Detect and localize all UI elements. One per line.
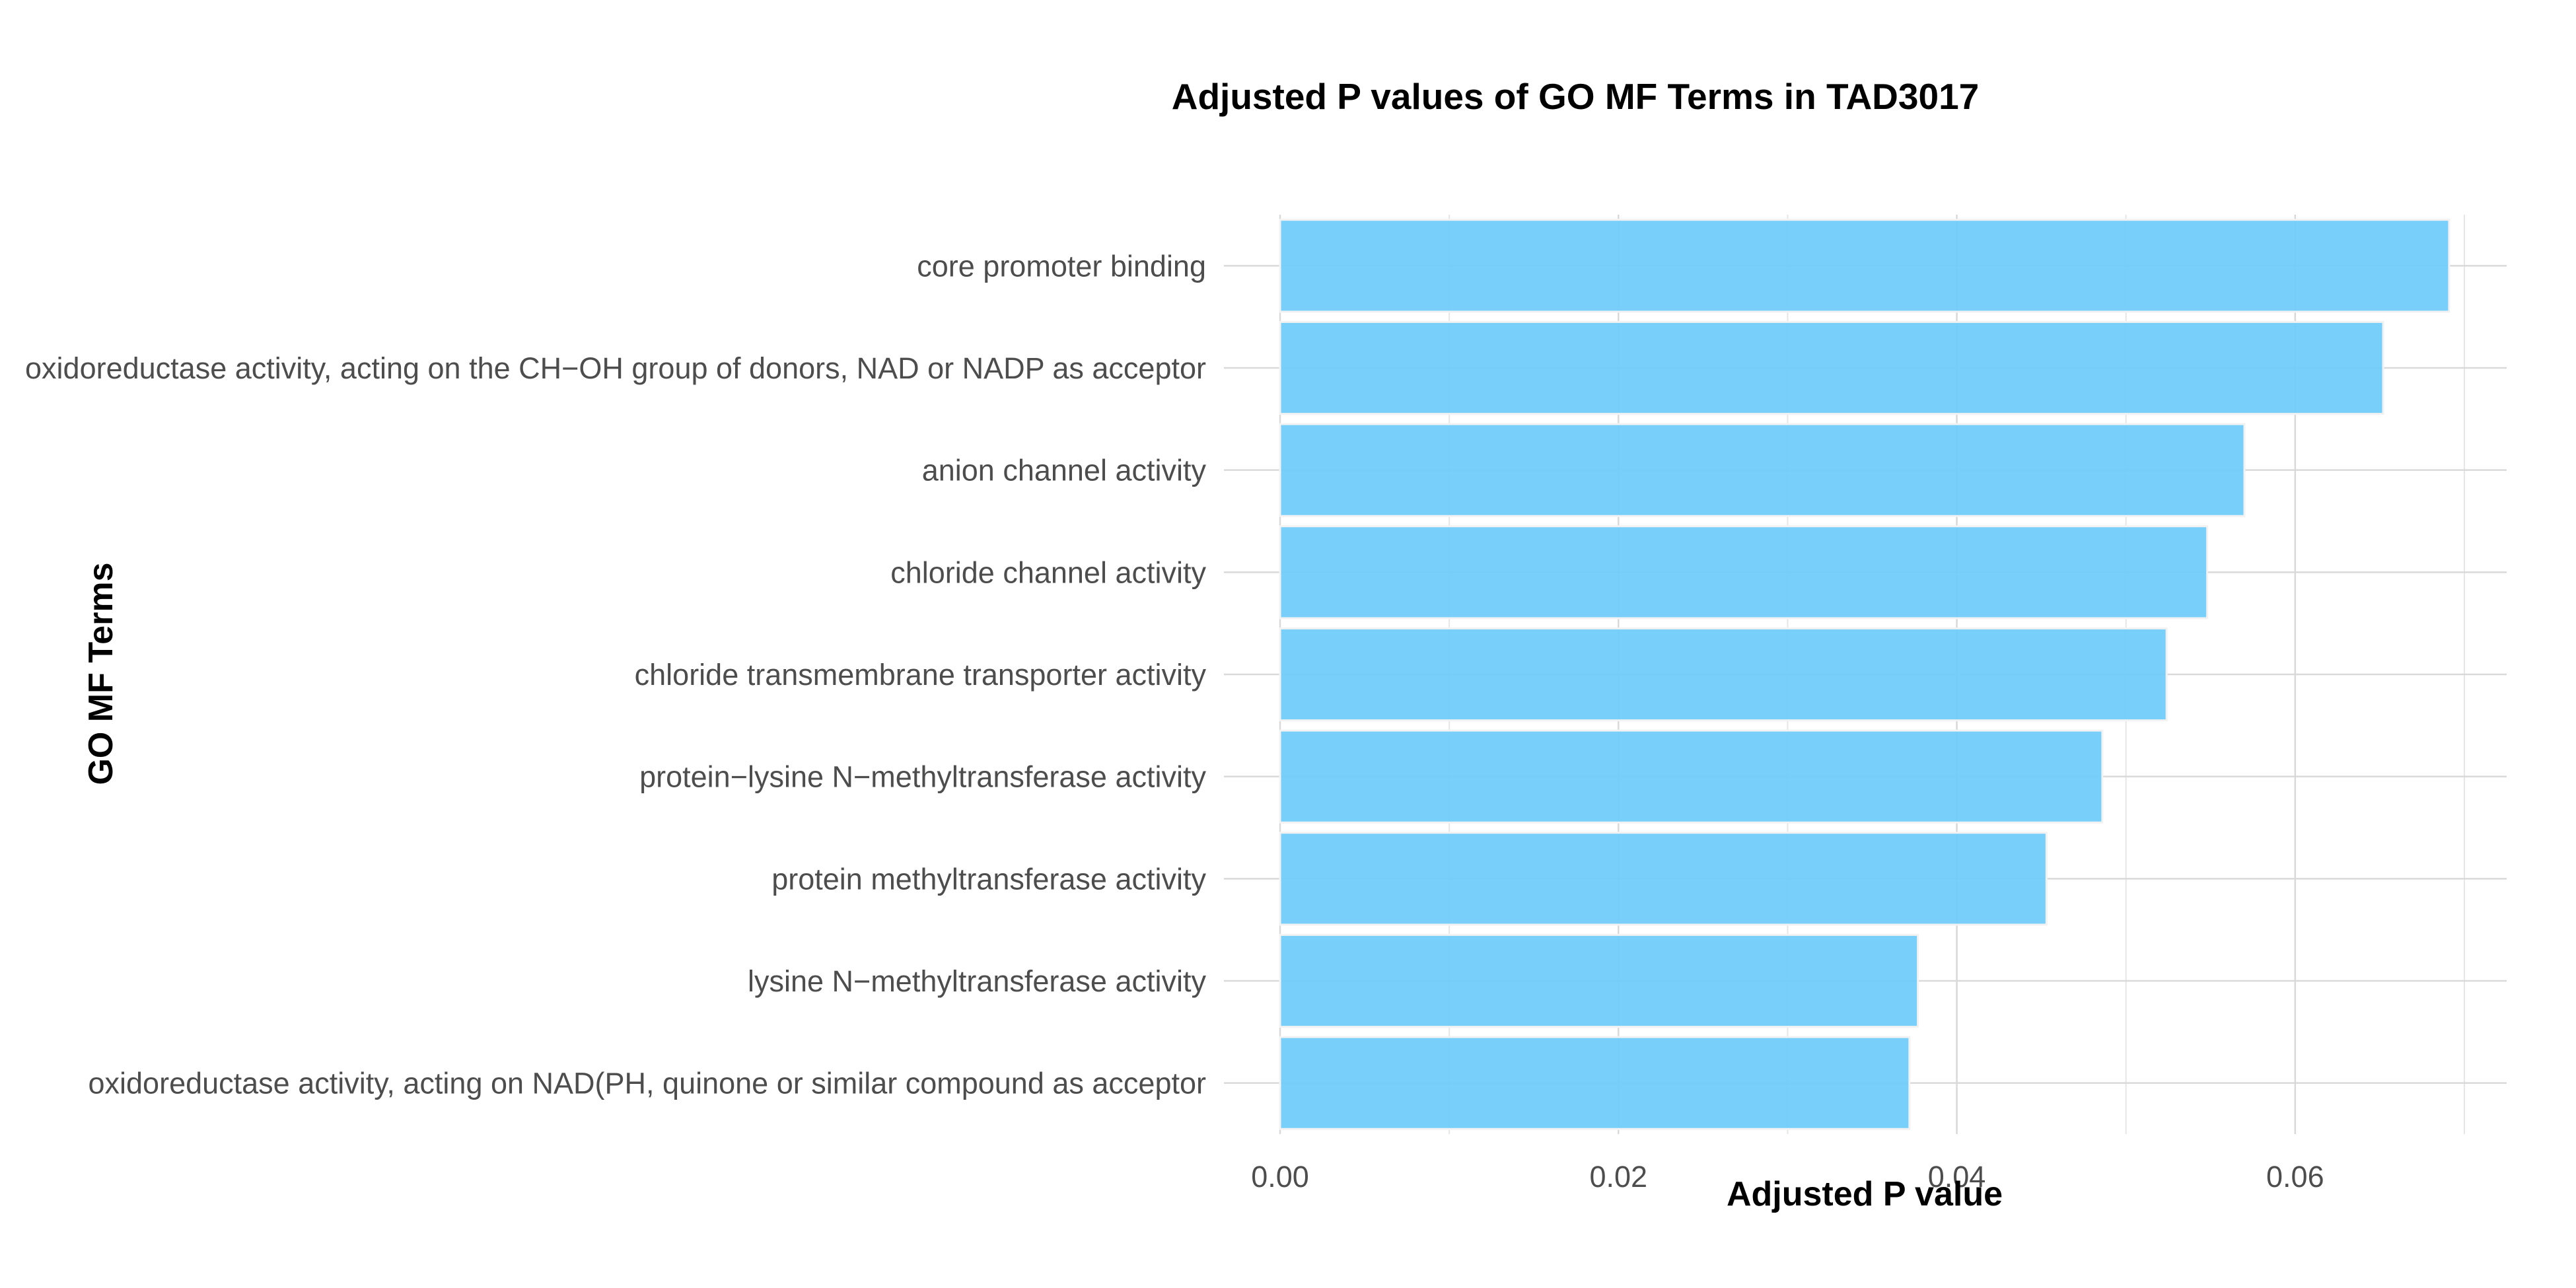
y-tick-label: protein methyltransferase activity [771, 862, 1206, 896]
x-tick-label: 0.02 [1589, 1160, 1647, 1194]
y-tick-label: anion channel activity [922, 454, 1207, 487]
x-axis-title: Adjusted P value [1727, 1175, 2003, 1213]
y-tick-label: chloride transmembrane transporter activ… [635, 658, 1207, 692]
bar [1279, 729, 2104, 824]
y-tick-label: oxidoreductase activity, acting on NAD(P… [89, 1067, 1207, 1100]
bar [1279, 525, 2209, 620]
y-tick-label: oxidoreductase activity, acting on the C… [25, 351, 1206, 385]
bar [1279, 832, 2048, 926]
x-tick-label: 0.00 [1251, 1160, 1309, 1194]
x-tick-label: 0.06 [2266, 1160, 2324, 1194]
bar [1279, 933, 1919, 1028]
y-tick-label: protein−lysine N−methyltransferase activ… [639, 760, 1206, 794]
y-tick-label: chloride channel activity [890, 555, 1206, 589]
y-axis-title: GO MF Terms [82, 562, 120, 785]
bar [1279, 627, 2168, 722]
y-tick-labels: core promoter binding oxidoreductase acti… [25, 249, 1206, 1100]
x-tick-label: 0.04 [1928, 1160, 1986, 1194]
bar [1279, 320, 2384, 415]
bar [1279, 219, 2451, 313]
y-tick-label: lysine N−methyltransferase activity [748, 964, 1207, 998]
bar [1279, 423, 2246, 517]
chart-title: Adjusted P values of GO MF Terms in TAD3… [1172, 76, 1980, 117]
bars [1279, 219, 2451, 1130]
x-tick-labels: 0.00 0.02 0.04 0.06 [1251, 1160, 2324, 1194]
bar [1279, 1036, 1911, 1130]
y-tick-label: core promoter binding [917, 249, 1206, 283]
